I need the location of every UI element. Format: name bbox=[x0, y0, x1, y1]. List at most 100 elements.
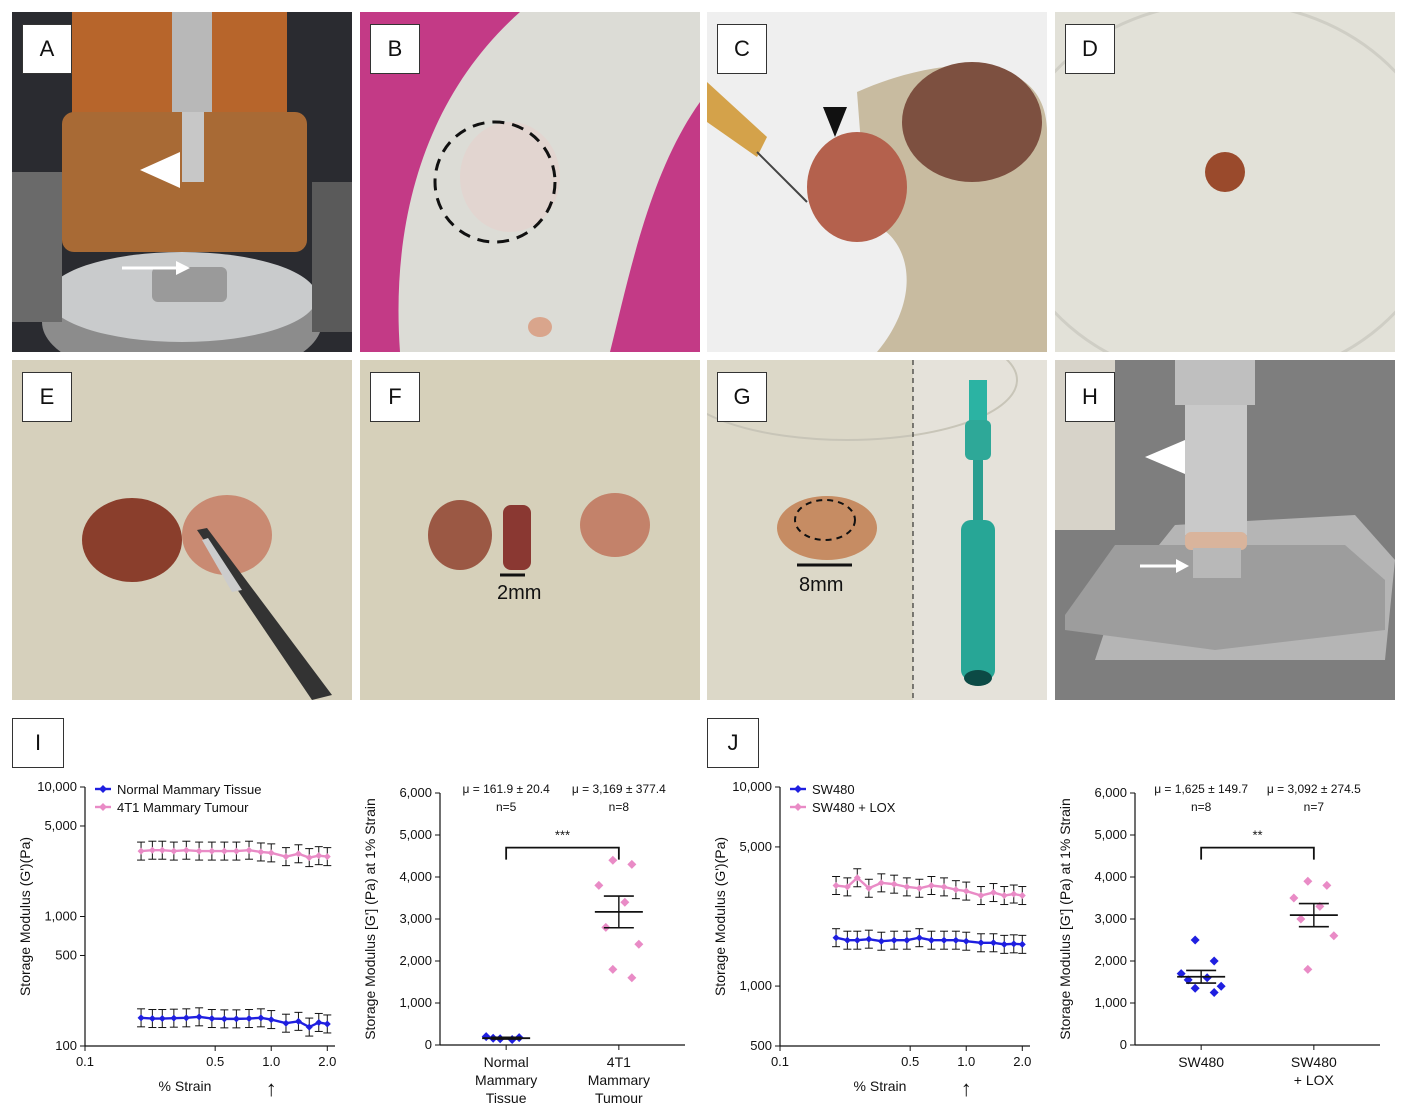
data-point bbox=[170, 847, 178, 855]
data-point bbox=[1190, 935, 1200, 945]
data-point bbox=[182, 1014, 190, 1022]
y-tick-label: 3,000 bbox=[399, 911, 432, 926]
legend-marker bbox=[794, 785, 802, 793]
x-tick-label: 0.5 bbox=[206, 1054, 224, 1069]
data-point bbox=[137, 847, 145, 855]
category-label: 4T1 bbox=[607, 1054, 631, 1070]
significance-bracket bbox=[1200, 846, 1315, 860]
stats-label: n=8 bbox=[1191, 800, 1212, 814]
data-point bbox=[1000, 940, 1008, 948]
x-tick-label: 1.0 bbox=[262, 1054, 280, 1069]
data-point bbox=[195, 1013, 203, 1021]
data-point bbox=[832, 934, 840, 942]
y-tick-label: 10,000 bbox=[37, 779, 77, 794]
y-axis-label: Storage Modulus [G'] (Pa) at 1% Strain bbox=[362, 798, 378, 1040]
x-tick-label: 2.0 bbox=[318, 1054, 336, 1069]
significance-label: ** bbox=[1252, 828, 1262, 843]
y-tick-label: 6,000 bbox=[1094, 785, 1127, 800]
data-point bbox=[865, 884, 873, 892]
data-point bbox=[1289, 893, 1299, 903]
data-point bbox=[195, 847, 203, 855]
data-point bbox=[952, 886, 960, 894]
panel-label: I bbox=[12, 718, 64, 768]
panel-label: C bbox=[717, 24, 767, 74]
data-point bbox=[940, 883, 948, 891]
significance-label: *** bbox=[555, 828, 570, 843]
category-label: SW480 bbox=[1291, 1054, 1337, 1070]
scale-label: 2mm bbox=[497, 582, 542, 604]
data-point bbox=[962, 937, 970, 945]
data-point bbox=[1202, 973, 1212, 983]
strain-marker-arrow: ↑ bbox=[961, 1076, 972, 1101]
data-point bbox=[903, 936, 911, 944]
data-point bbox=[245, 846, 253, 854]
data-point bbox=[608, 855, 618, 865]
scale-label: 8mm bbox=[799, 574, 844, 596]
legend-marker bbox=[794, 803, 802, 811]
data-point bbox=[1329, 931, 1339, 941]
panel-label: G bbox=[717, 372, 767, 422]
data-point bbox=[267, 1016, 275, 1024]
legend-marker bbox=[99, 803, 107, 811]
x-axis-label: % Strain bbox=[854, 1078, 907, 1094]
data-point bbox=[634, 939, 644, 949]
data-point bbox=[620, 897, 630, 907]
category-label: Mammary bbox=[475, 1072, 537, 1088]
tumour-cut-illustration bbox=[12, 360, 352, 700]
y-tick-label: 2,000 bbox=[1094, 953, 1127, 968]
panel-f-photo: 2mm F bbox=[360, 360, 700, 700]
y-tick-label: 1,000 bbox=[1094, 995, 1127, 1010]
x-tick-label: 0.1 bbox=[771, 1054, 789, 1069]
data-point bbox=[890, 936, 898, 944]
data-point bbox=[977, 892, 985, 900]
panel-d-photo: D bbox=[1055, 12, 1395, 352]
arrowhead-marker bbox=[823, 107, 847, 137]
data-point bbox=[182, 846, 190, 854]
category-label: Tumour bbox=[595, 1090, 643, 1106]
panel-b-photo: B bbox=[360, 12, 700, 352]
y-tick-label: 1,000 bbox=[739, 978, 772, 993]
data-point bbox=[305, 1023, 313, 1031]
data-point bbox=[594, 880, 604, 890]
legend-label: SW480 bbox=[812, 782, 855, 797]
data-point bbox=[220, 847, 228, 855]
data-point bbox=[927, 936, 935, 944]
data-point bbox=[977, 939, 985, 947]
data-point bbox=[158, 846, 166, 854]
panel-label: A bbox=[22, 24, 72, 74]
data-point bbox=[853, 874, 861, 882]
stats-label: μ = 1,625 ± 149.7 bbox=[1154, 782, 1248, 796]
stats-label: n=8 bbox=[609, 800, 630, 814]
data-point bbox=[1183, 975, 1193, 985]
data-point bbox=[1322, 880, 1332, 890]
data-point bbox=[282, 1019, 290, 1027]
data-point bbox=[1176, 969, 1186, 979]
y-tick-label: 5,000 bbox=[1094, 827, 1127, 842]
data-point bbox=[865, 935, 873, 943]
data-point bbox=[257, 848, 265, 856]
y-tick-label: 1,000 bbox=[399, 995, 432, 1010]
data-point bbox=[1010, 890, 1018, 898]
data-point bbox=[1209, 988, 1219, 997]
panel-label: H bbox=[1065, 372, 1115, 422]
data-point bbox=[989, 889, 997, 897]
data-point bbox=[1018, 940, 1026, 948]
data-point bbox=[305, 854, 313, 862]
data-point bbox=[853, 936, 861, 944]
data-point bbox=[232, 847, 240, 855]
panel-label: B bbox=[370, 24, 420, 74]
y-tick-label: 1,000 bbox=[44, 909, 77, 924]
stats-label: n=5 bbox=[496, 800, 517, 814]
data-point bbox=[158, 1015, 166, 1023]
data-point bbox=[1216, 981, 1226, 991]
arrow-markers bbox=[1140, 440, 1189, 573]
y-tick-label: 5,000 bbox=[44, 818, 77, 833]
data-point bbox=[148, 846, 156, 854]
y-axis-label: Storage Modulus [G'] (Pa) at 1% Strain bbox=[1057, 798, 1073, 1040]
rheometer-illustration bbox=[12, 12, 352, 352]
y-tick-label: 4,000 bbox=[1094, 869, 1127, 884]
data-point bbox=[843, 883, 851, 891]
panel-a-photo: A bbox=[12, 12, 352, 352]
category-label: Mammary bbox=[588, 1072, 650, 1088]
y-tick-label: 0 bbox=[1120, 1037, 1127, 1052]
